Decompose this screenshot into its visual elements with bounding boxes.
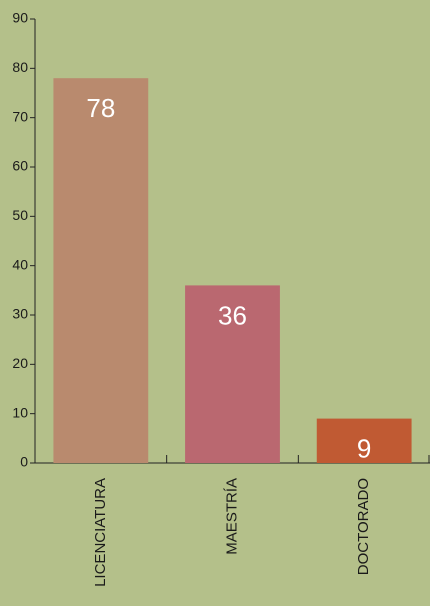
y-tick-label: 60 xyxy=(12,158,28,174)
y-tick-label: 30 xyxy=(12,306,28,322)
data-label: 78 xyxy=(86,93,115,123)
data-label: 9 xyxy=(357,433,371,463)
y-tick-label: 90 xyxy=(12,10,28,26)
y-tick-label: 20 xyxy=(12,355,28,371)
x-tick-label: DOCTORADO xyxy=(355,478,372,575)
x-tick-label: MAESTRÍA xyxy=(223,478,240,555)
x-tick-label: LICENCIATURA xyxy=(92,478,109,587)
y-tick-label: 80 xyxy=(12,59,28,75)
y-tick-label: 0 xyxy=(20,454,28,470)
bar xyxy=(316,418,412,463)
y-tick-label: 40 xyxy=(12,256,28,272)
y-tick-label: 10 xyxy=(12,404,28,420)
bar xyxy=(53,78,149,463)
bar xyxy=(185,285,280,463)
y-tick-label: 70 xyxy=(12,108,28,124)
y-tick-label: 50 xyxy=(12,207,28,223)
data-label: 36 xyxy=(218,300,247,330)
